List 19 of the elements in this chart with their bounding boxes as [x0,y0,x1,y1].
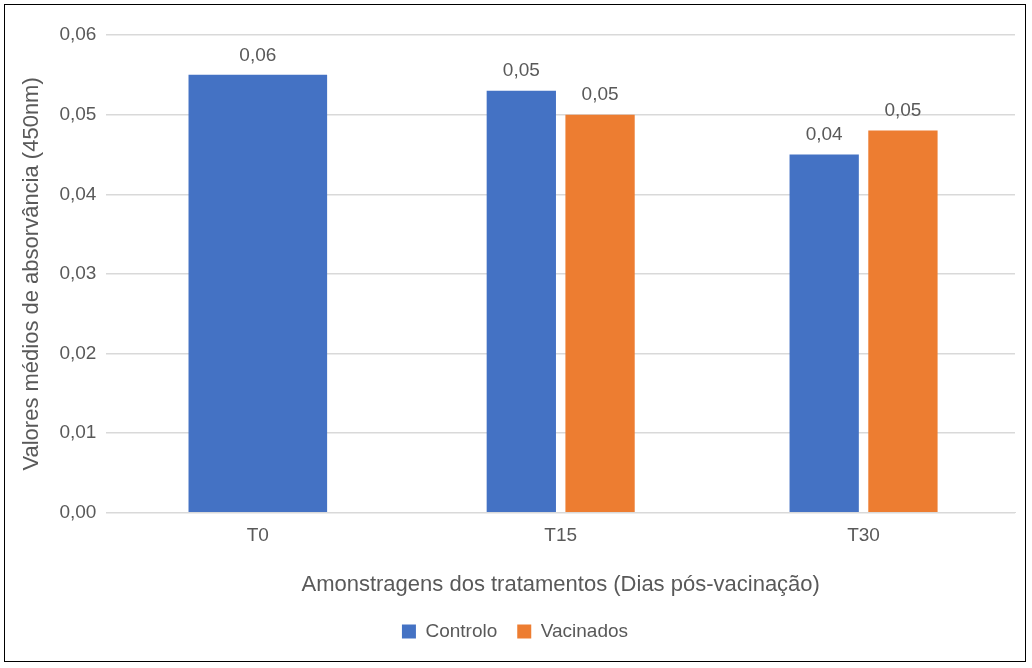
data-label: 0,06 [239,43,277,65]
legend-label: Vacinados [540,619,629,641]
y-tick-label: 0,00 [59,501,97,523]
x-axis-title: Amonstragens dos tratamentos (Dias pós-vacinação) [301,570,820,596]
y-tick-label: 0,06 [59,23,97,45]
y-tick-label: 0,04 [59,182,97,204]
y-tick-label: 0,02 [59,341,97,363]
y-tick-label: 0,05 [59,102,97,124]
data-label: 0,05 [581,83,619,105]
data-label: 0,05 [502,59,540,81]
data-label: 0,04 [805,123,844,145]
y-axis-title: Valores médios de absorvância (450nm) [18,77,44,471]
data-label: 0,05 [884,99,922,121]
y-tick-label: 0,03 [59,262,97,284]
y-tick-label: 0,01 [59,421,97,443]
x-tick-label: T0 [246,524,269,546]
legend-label: Controlo [425,619,498,641]
x-tick-label: T15 [544,524,578,546]
x-tick-label: T30 [847,524,880,546]
